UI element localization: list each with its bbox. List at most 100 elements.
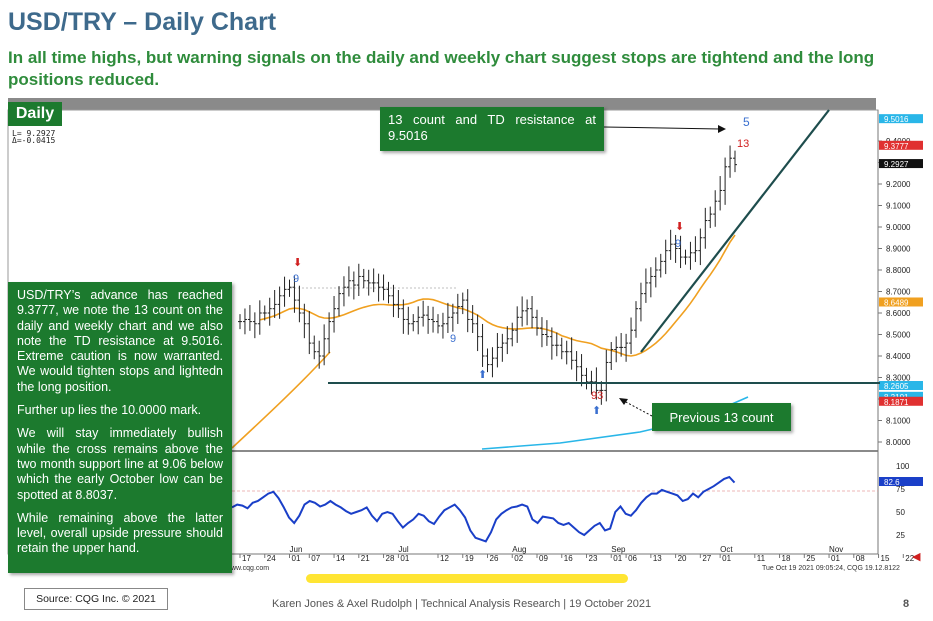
osc-marker-box [879,477,923,487]
chart-topbar [8,98,876,110]
price-marker-box [879,140,923,150]
x-tick-label: 17 [242,554,251,563]
osc-tick-label: 75 [896,485,905,494]
month-label: Nov [829,545,843,554]
commentary-paragraph: Further up lies the 10.0000 mark. [17,403,202,418]
x-tick-label: 27 [702,554,711,563]
price-tick-label: 8.0000 [886,438,911,447]
osc-tick-label: 25 [896,531,905,540]
x-tick-label: 01 [400,554,409,563]
price-tick-label: 8.9000 [886,245,911,254]
x-tick-label: 11 [757,554,766,563]
callout-td-resistance: 13 count and TD resistance at 9.5016 [380,107,604,151]
info-line-2: Δ=-0.0415 [12,136,56,145]
callout-arrow-prev [623,400,653,417]
moving-average-orange [259,234,736,357]
month-label: Sep [611,545,626,554]
month-label: Jul [398,545,408,554]
source-label: Source: CQG Inc. © 2021 [24,588,168,610]
price-tick-label: 8.4000 [886,352,911,361]
info-line-1: L= 9.2927 [12,129,56,138]
x-tick-label: 06 [628,554,637,563]
osc-tick-label: 100 [896,462,910,471]
x-tick-label: 16 [564,554,573,563]
timeframe-badge: Daily [8,102,62,126]
osc-tick-label: 50 [896,508,905,517]
osc-marker-label: 82.6 [884,478,900,487]
month-label: Aug [512,545,526,554]
price-marker-box [879,114,923,124]
price-marker-box [879,297,923,307]
td-count-9-oct: 9 [675,238,681,250]
oscillator-line [231,475,736,543]
blue-up-arrow-sep: ⬆ [592,405,601,417]
x-tick-label: 13 [653,554,662,563]
commentary-box: USD/TRY’s advance has reached 9.3777, we… [8,282,232,573]
price-marker-box [879,159,923,169]
price-marker-label: 8.2605 [884,382,909,391]
x-tick-label: 18 [782,554,791,563]
price-marker-box [879,396,923,406]
x-tick-label: 28 [386,554,395,563]
price-marker-label: 8.1871 [884,398,909,407]
x-tick-label: 07 [311,554,320,563]
td-count-93-sep: 93 [591,390,603,402]
commentary-paragraph: USD/TRY’s advance has reached 9.3777, we… [17,288,223,394]
price-marker-label: 9.3777 [884,142,909,151]
x-tick-label: 01 [831,554,840,563]
page-number: 8 [903,598,910,610]
month-label: Oct [720,545,733,554]
x-tick-label: 01 [292,554,301,563]
price-marker-label: 9.2927 [884,160,909,169]
x-tick-label: 15 [881,554,890,563]
price-tick-label: 8.5000 [886,331,911,340]
cqg-url: ww.cqg.com [230,565,269,572]
x-tick-label: 08 [856,554,865,563]
footer-text: Karen Jones & Axel Rudolph | Technical A… [272,598,652,610]
x-tick-label: 23 [589,554,598,563]
x-tick-label: 09 [539,554,548,563]
x-tick-label: 01 [613,554,622,563]
commentary-paragraph: We will stay immediately bullish while t… [17,426,223,502]
td-red-arrow-oct: ⬇ [675,221,684,233]
page-subtitle: In all time highs, but warning signals o… [8,48,875,89]
x-tick-label: 26 [490,554,499,563]
td-count-5-top: 5 [743,115,750,129]
price-tick-label: 8.8000 [886,266,911,275]
page-title: USD/TRY – Daily Chart [8,8,277,36]
uptrend-line [640,109,830,353]
price-tick-label: 8.3000 [886,374,911,383]
price-marker-label: 9.5016 [884,115,909,124]
price-tick-label: 8.1000 [886,417,911,426]
blue-up-arrow-aug: ⬆ [478,369,487,381]
x-tick-label: 21 [361,554,370,563]
x-tick-label: 02 [514,554,523,563]
td-red-arrow-june: ⬇ [293,257,302,269]
price-marker-box [879,391,923,401]
callout-arrowhead-prev [619,398,628,405]
x-tick-label: 01 [722,554,731,563]
x-tick-label: 14 [336,554,345,563]
price-tick-label: 8.6000 [886,309,911,318]
price-tick-label: 9.1000 [886,202,911,211]
cqg-timestamp: Tue Oct 19 2021 09:05:24, CQG 19.12.8122 [762,565,900,572]
td-count-13-top: 13 [737,138,749,150]
td-count-9-june: 9 [293,273,299,285]
x-tick-label: 22 [905,554,914,563]
price-tick-label: 9.2000 [886,180,911,189]
td-count-9-aug: 9 [450,333,456,345]
price-marker-box [879,380,923,390]
x-tick-label: 12 [440,554,449,563]
scroll-right-arrow-icon[interactable]: ◀ [912,551,921,563]
price-marker-label: 8.6489 [884,298,909,307]
x-tick-label: 24 [267,554,276,563]
x-tick-label: 19 [465,554,474,563]
x-tick-label: 20 [678,554,687,563]
x-tick-label: 25 [806,554,815,563]
commentary-paragraph: While remaining above the latter level, … [17,510,223,556]
highlight-bar [306,574,628,583]
callout-previous-13: Previous 13 count [652,403,791,431]
callout-arrow-top [603,126,721,130]
month-label: Jun [290,545,303,554]
price-tick-label: 8.7000 [886,288,911,297]
